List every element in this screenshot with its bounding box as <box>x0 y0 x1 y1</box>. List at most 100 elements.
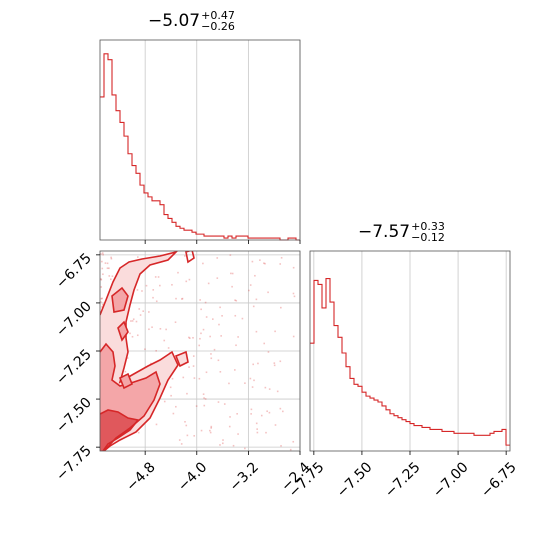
sample-point <box>101 306 103 308</box>
sample-point <box>186 434 189 437</box>
sample-point <box>165 328 167 331</box>
sample-point <box>110 256 112 259</box>
sample-point <box>210 425 213 428</box>
histogram-2-tick-label-x: −7.50 <box>334 459 376 501</box>
sample-point <box>200 332 202 335</box>
sample-point <box>219 371 222 373</box>
sample-point <box>163 400 166 403</box>
sample-point <box>263 342 266 345</box>
contour-tick-label-y: −7.00 <box>53 298 95 340</box>
sample-point <box>292 266 295 269</box>
sample-point <box>276 390 279 393</box>
sample-point <box>154 276 157 278</box>
sample-point <box>207 282 210 285</box>
sample-point <box>248 289 250 292</box>
contour-island-2 <box>117 320 129 342</box>
sample-point <box>132 318 135 321</box>
sample-point <box>157 276 160 278</box>
sample-point <box>100 301 102 303</box>
sample-point <box>102 253 104 256</box>
contour-tick-label-y: −6.75 <box>53 250 95 292</box>
sample-point <box>126 357 129 359</box>
sample-point <box>110 278 112 281</box>
sample-point <box>265 431 267 434</box>
sample-point <box>251 386 254 388</box>
title-1-median: −5.07 <box>148 11 201 31</box>
sample-point <box>193 377 196 379</box>
contour-fill-inner <box>100 410 138 451</box>
sample-point <box>195 405 198 407</box>
sample-point <box>267 351 270 353</box>
sample-point <box>131 335 134 338</box>
sample-point <box>274 424 277 426</box>
contour-tick-label-y: −7.25 <box>53 347 95 389</box>
sample-point <box>235 344 237 347</box>
sample-point <box>200 429 203 432</box>
sample-point <box>221 442 224 445</box>
sample-point <box>106 262 109 265</box>
sample-point <box>202 393 205 395</box>
sample-point <box>137 256 139 258</box>
sample-point <box>138 308 141 310</box>
sample-point <box>185 280 188 283</box>
histogram-2-tick-label-x: −7.00 <box>430 459 472 501</box>
sample-point <box>204 301 207 304</box>
sample-point <box>209 431 212 434</box>
histogram-1-steps <box>100 53 300 241</box>
sample-point <box>102 273 104 276</box>
sample-point <box>256 431 259 434</box>
sample-point <box>129 332 131 335</box>
histogram-2-steps <box>310 277 510 446</box>
sample-point <box>188 337 191 339</box>
sample-point <box>228 425 231 428</box>
sample-point <box>221 315 223 317</box>
sample-point <box>171 283 173 286</box>
sample-point <box>144 348 146 351</box>
sample-point <box>268 411 271 414</box>
sample-point <box>203 397 205 399</box>
sample-point <box>234 369 236 371</box>
sample-point <box>280 445 282 447</box>
title-1-plus: +0.47 <box>201 9 235 22</box>
sample-point <box>231 272 234 275</box>
sample-point <box>210 353 212 355</box>
sample-point <box>209 335 211 338</box>
sample-point <box>250 413 252 415</box>
sample-point <box>136 289 139 291</box>
histogram-1-ticks <box>144 240 301 244</box>
histogram-2-title: −7.57 +0.33 −0.12 <box>358 221 445 243</box>
sample-point <box>289 448 292 451</box>
sample-point <box>178 439 181 441</box>
histogram-2-ticks: −7.75 −7.50 −7.25 −7.00 −6.75 <box>286 451 520 501</box>
sample-point <box>249 377 252 380</box>
sample-point <box>267 291 269 294</box>
sample-point <box>266 410 268 413</box>
sample-point <box>244 447 246 450</box>
sample-point <box>182 376 185 379</box>
sample-point <box>232 444 235 447</box>
sample-point <box>257 362 259 365</box>
sample-point <box>230 272 232 275</box>
sample-point <box>110 257 113 260</box>
sample-point <box>292 440 295 443</box>
sample-point <box>255 330 258 333</box>
title-2-median: −7.57 <box>358 222 411 242</box>
sample-point <box>111 275 114 278</box>
sample-point <box>106 267 109 270</box>
sample-point <box>264 386 267 389</box>
title-2-minus: −0.12 <box>411 231 445 244</box>
sample-point <box>216 257 219 259</box>
sample-point <box>171 377 174 380</box>
sample-point <box>180 443 183 445</box>
contour-tick-label-x: −3.2 <box>227 459 262 494</box>
sample-point <box>155 423 158 426</box>
sample-point <box>217 401 220 403</box>
contour-island-4 <box>118 372 134 390</box>
sample-point <box>181 298 183 300</box>
sample-point <box>205 316 208 318</box>
histogram-2-tick-label-x: −7.25 <box>382 459 424 501</box>
contour-line-outer <box>100 251 179 451</box>
sample-point <box>185 424 188 427</box>
sample-point <box>209 429 211 432</box>
